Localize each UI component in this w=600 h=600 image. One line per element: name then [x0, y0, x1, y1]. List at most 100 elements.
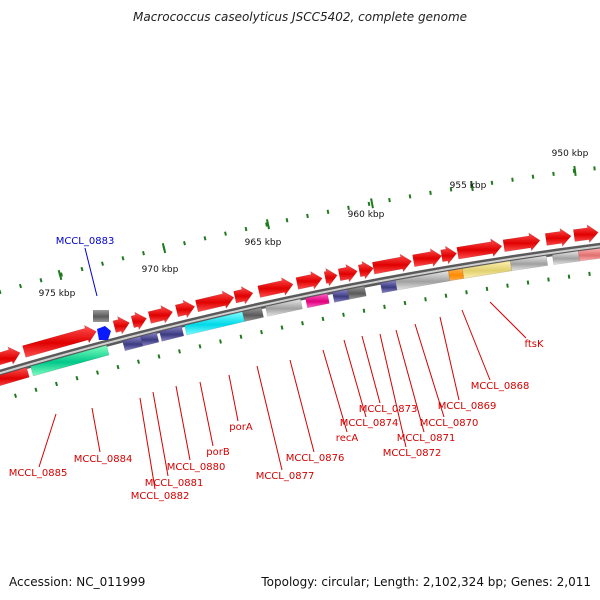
inner-tick — [219, 339, 222, 344]
feature-block[interactable] — [242, 307, 264, 322]
gene-label[interactable]: recA — [336, 433, 359, 444]
gene-label[interactable]: MCCL_0885 — [9, 468, 68, 479]
scale-tick — [490, 180, 494, 185]
scale-tick — [80, 266, 84, 272]
scale-tick — [183, 240, 186, 246]
inner-tick — [198, 344, 202, 349]
inner-tick — [260, 329, 263, 335]
scale-tick — [388, 197, 391, 203]
feature-block[interactable] — [447, 268, 465, 282]
gene-label[interactable]: MCCL_0876 — [286, 453, 345, 464]
feature-block[interactable] — [159, 325, 185, 342]
inner-tick — [362, 308, 366, 313]
gene-label[interactable]: MCCL_0880 — [167, 462, 226, 473]
scale-label: 950 kbp — [552, 149, 589, 159]
gene-label[interactable]: ftsK — [524, 339, 543, 350]
forward-gene-arrow[interactable] — [371, 253, 412, 275]
forward-gene-arrow[interactable] — [130, 311, 147, 331]
forward-gene-arrow[interactable] — [544, 227, 572, 247]
leader-line — [395, 329, 425, 433]
inner-tick — [403, 300, 407, 306]
scale-major-tick — [573, 165, 577, 176]
feature-block[interactable] — [0, 367, 30, 388]
scale-tick — [244, 226, 248, 232]
inner-tick — [178, 349, 181, 354]
gene-label[interactable]: MCCL_0883 — [56, 236, 115, 247]
feature-block[interactable] — [395, 270, 451, 291]
feature-block[interactable] — [305, 293, 330, 309]
gene-label[interactable]: MCCL_0870 — [420, 418, 479, 429]
inner-tick — [588, 271, 591, 277]
forward-gene-arrow[interactable] — [323, 267, 338, 287]
gene-label[interactable]: MCCL_0874 — [340, 418, 399, 429]
scale-tick — [429, 190, 432, 195]
feature-block[interactable] — [380, 280, 398, 294]
inner-tick — [280, 325, 284, 330]
leader-line — [91, 407, 101, 453]
gene-label[interactable]: porB — [206, 447, 230, 458]
scale-tick — [285, 218, 289, 223]
leader-line — [38, 413, 57, 468]
gene-label[interactable]: MCCL_0873 — [359, 404, 418, 415]
scale-tick — [326, 209, 330, 214]
forward-gene-arrow[interactable] — [572, 224, 599, 244]
forward-gene-arrow[interactable] — [147, 304, 174, 324]
leader-line — [152, 391, 169, 477]
feature-block[interactable] — [30, 344, 110, 377]
scale-label: 960 kbp — [348, 210, 385, 220]
gene-label[interactable]: MCCL_0881 — [145, 478, 204, 489]
forward-gene-arrow[interactable] — [22, 324, 97, 358]
scale-major-tick — [370, 198, 374, 209]
forward-gene-arrow[interactable] — [440, 245, 458, 265]
leader-line — [439, 316, 460, 401]
forward-gene-arrow[interactable] — [357, 260, 374, 280]
forward-gene-arrow[interactable] — [233, 285, 254, 305]
scale-tick — [531, 174, 535, 179]
scale-tick — [572, 168, 576, 174]
forward-gene-arrow[interactable] — [174, 299, 196, 319]
gene-label[interactable]: MCCL_0872 — [383, 448, 442, 459]
forward-gene-arrow[interactable] — [502, 232, 541, 253]
scale-label: 975 kbp — [39, 289, 76, 299]
topology-summary: Topology: circular; Length: 2,102,324 bp… — [261, 575, 591, 589]
feature-block[interactable] — [577, 248, 600, 262]
inner-tick — [506, 283, 509, 288]
feature-block[interactable] — [509, 255, 549, 272]
leader-line — [343, 339, 367, 418]
scale-tick — [0, 289, 2, 295]
gene-label[interactable]: MCCL_0869 — [438, 401, 497, 412]
scale-tick — [347, 205, 350, 210]
inner-tick — [526, 280, 530, 285]
forward-gene-arrow[interactable] — [112, 315, 130, 335]
scale-tick — [224, 231, 227, 236]
feature-block[interactable] — [347, 285, 367, 300]
forward-gene-arrow[interactable] — [257, 277, 294, 298]
leader-line — [256, 365, 283, 471]
leader-line — [139, 397, 156, 490]
forward-gene-arrow[interactable] — [295, 270, 323, 290]
feature-block[interactable] — [93, 310, 109, 322]
gene-label[interactable]: MCCL_0871 — [397, 433, 456, 444]
gene-label[interactable]: MCCL_0882 — [131, 491, 190, 502]
forward-gene-arrow[interactable] — [0, 346, 21, 369]
feature-block[interactable] — [140, 332, 160, 347]
feature-block[interactable] — [265, 298, 303, 317]
inner-tick — [54, 381, 59, 387]
gene-label[interactable]: MCCL_0884 — [74, 454, 133, 465]
scale-tick — [367, 201, 371, 207]
gene-label[interactable]: MCCL_0868 — [471, 381, 530, 392]
feature-block[interactable] — [184, 311, 246, 336]
forward-gene-arrow[interactable] — [194, 290, 235, 313]
forward-gene-arrow[interactable] — [412, 248, 443, 268]
scale-tick — [408, 194, 412, 199]
forward-gene-arrow[interactable] — [337, 263, 358, 283]
leader-line — [199, 381, 214, 447]
forward-gene-arrow[interactable] — [456, 238, 503, 260]
mccl-0883-feature[interactable] — [97, 326, 111, 340]
feature-block[interactable] — [551, 250, 580, 266]
scale-tick — [593, 166, 596, 171]
gene-label[interactable]: porA — [229, 422, 253, 433]
scale-tick — [265, 222, 268, 227]
gene-label[interactable]: MCCL_0877 — [256, 471, 315, 482]
